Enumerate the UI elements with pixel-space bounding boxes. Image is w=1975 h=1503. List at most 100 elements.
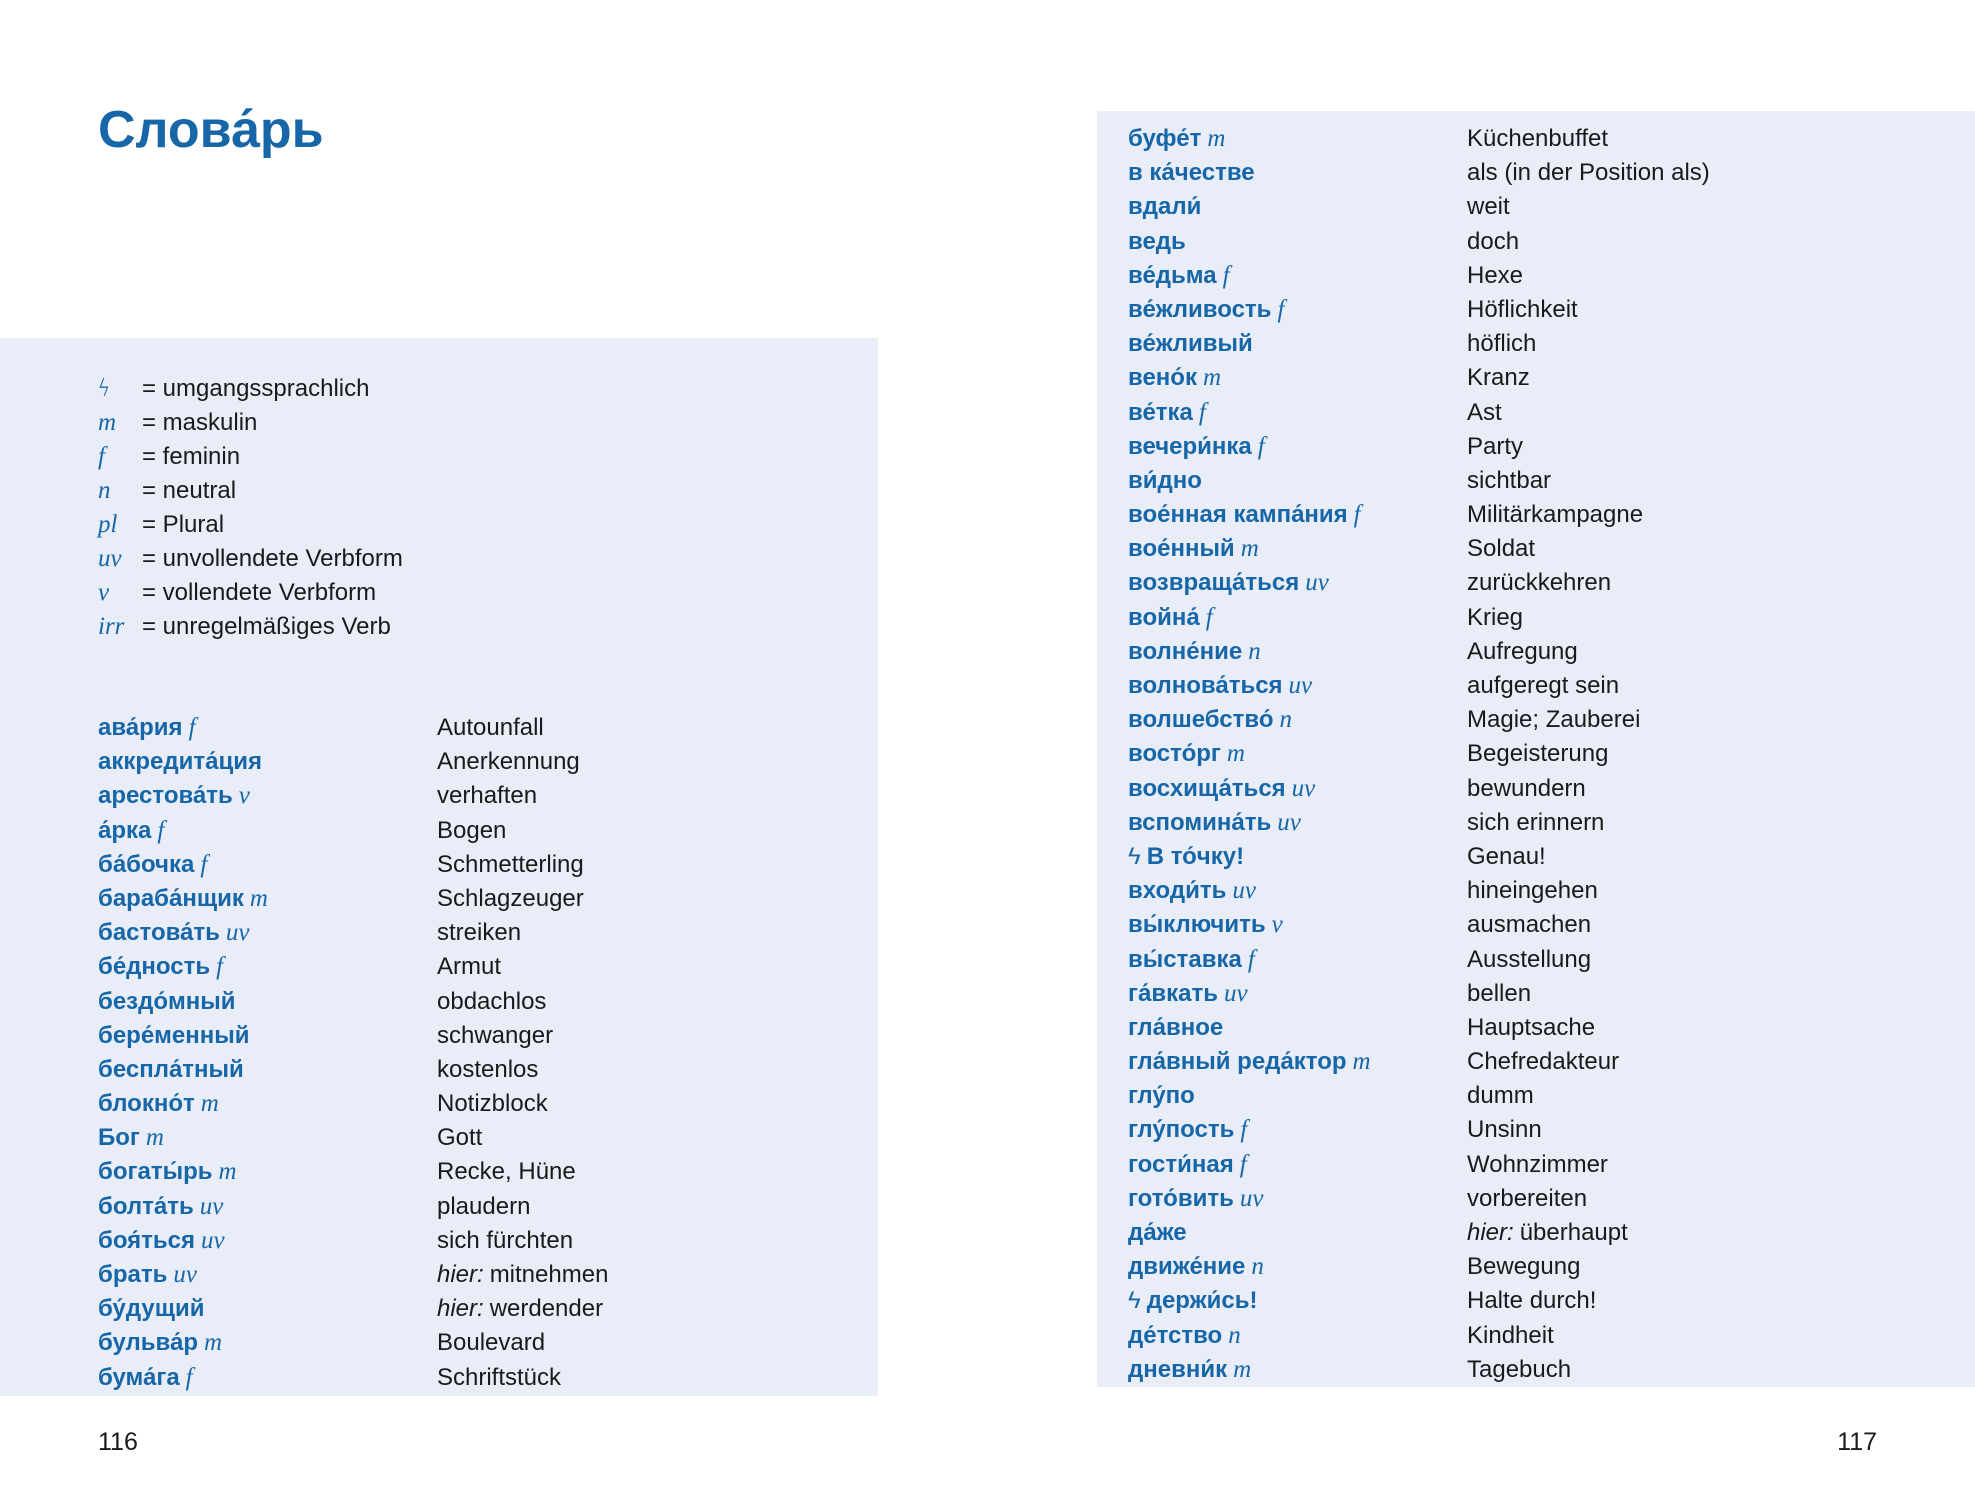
russian-term: волшебство́ n	[1128, 703, 1467, 737]
german-translation: dumm	[1467, 1079, 1534, 1113]
german-translation: Ausstellung	[1467, 943, 1591, 977]
german-translation: Party	[1467, 430, 1523, 464]
grammar-tag: f	[1247, 945, 1255, 973]
russian-term: бульва́р m	[98, 1326, 437, 1360]
german-translation: Schlagzeuger	[437, 882, 584, 916]
translation-text: vorbereiten	[1467, 1184, 1588, 1212]
german-translation: Küchenbuffet	[1467, 122, 1608, 156]
translation-hint: hier:	[437, 1261, 484, 1288]
russian-word: боя́ться	[98, 1226, 196, 1254]
russian-term: вдали́	[1128, 190, 1467, 224]
page-title: Слова́рь	[98, 101, 324, 159]
translation-text: sichtbar	[1467, 466, 1552, 494]
grammar-tag: uv	[1288, 672, 1313, 699]
german-translation: Armut	[437, 950, 501, 984]
vocabulary-entry: вспомина́ть uv sich erinnern	[1128, 806, 1710, 840]
russian-word: волне́ние	[1128, 637, 1243, 665]
german-translation: sich erinnern	[1467, 806, 1604, 840]
russian-word: вы́ключить	[1128, 911, 1266, 939]
vocabulary-entry: гото́вить uv vorbereiten	[1128, 1182, 1710, 1216]
legend-abbreviation: n	[98, 477, 111, 504]
translation-text: Genau!	[1467, 842, 1546, 870]
russian-term: дневни́к m	[1128, 1353, 1467, 1387]
translation-text: Soldat	[1467, 535, 1536, 563]
german-translation: Gott	[437, 1121, 482, 1155]
russian-word: бума́га	[98, 1363, 180, 1391]
vocabulary-entry: бульва́р m Boulevard	[98, 1326, 608, 1360]
russian-term: ве́жливый	[1128, 327, 1467, 361]
german-translation: Magie; Zauberei	[1467, 703, 1640, 737]
german-translation: Recke, Hüne	[437, 1155, 576, 1189]
german-translation: ausmachen	[1467, 908, 1591, 942]
vocabulary-entry: Бог m Gott	[98, 1121, 608, 1155]
russian-word: ведь	[1128, 227, 1186, 255]
russian-word: гла́вное	[1128, 1013, 1224, 1041]
russian-term: аккредита́ция	[98, 745, 437, 779]
german-translation: bellen	[1467, 977, 1531, 1011]
grammar-tag: m	[1240, 535, 1259, 563]
grammar-tag: n	[1279, 706, 1293, 734]
vocabulary-entry: вечери́нка f Party	[1128, 430, 1710, 464]
legend-description: = umgangssprachlich	[142, 375, 370, 402]
russian-term: глу́пость f	[1128, 1113, 1467, 1147]
russian-term: бастова́ть uv	[98, 916, 437, 950]
russian-word: восхища́ться	[1128, 774, 1286, 802]
vocabulary-entry: боя́ться uv sich fürchten	[98, 1224, 608, 1258]
russian-word: бу́дущий	[98, 1295, 205, 1323]
translation-text: Halte durch!	[1467, 1287, 1597, 1315]
grammar-tag: uv	[1305, 569, 1329, 597]
russian-word: война́	[1128, 603, 1200, 631]
russian-word: брать	[98, 1261, 168, 1288]
german-translation: doch	[1467, 225, 1519, 259]
lightning-icon: ϟ	[1128, 1287, 1141, 1315]
grammar-tag: m	[200, 1090, 219, 1118]
german-translation: Aufregung	[1467, 635, 1578, 669]
russian-term: Бог m	[98, 1121, 437, 1155]
legend-abbreviation: uv	[98, 545, 122, 572]
russian-word: ве́дьма	[1128, 261, 1217, 289]
german-translation: Kindheit	[1467, 1319, 1554, 1353]
legend-description: = feminin	[142, 443, 241, 470]
german-translation: bewundern	[1467, 772, 1586, 806]
grammar-tag: f	[200, 850, 208, 878]
translation-text: plaudern	[437, 1192, 531, 1220]
russian-term: ба́бочка f	[98, 848, 437, 882]
grammar-tag: uv	[1223, 979, 1248, 1007]
translation-text: Kranz	[1467, 364, 1530, 392]
vocabulary-entry: ви́дно sichtbar	[1128, 464, 1710, 498]
translation-text: Boulevard	[437, 1329, 546, 1357]
russian-word: волнова́ться	[1128, 672, 1283, 699]
german-translation: vorbereiten	[1467, 1182, 1587, 1216]
grammar-tag: uv	[201, 1226, 225, 1254]
russian-term: беспла́тный	[98, 1053, 437, 1087]
legend-row: ϟ = umgangssprachlich	[98, 372, 403, 406]
german-translation: Schmetterling	[437, 848, 584, 882]
grammar-tag: f	[1257, 432, 1265, 460]
vocabulary-entry: ба́бочка f Schmetterling	[98, 848, 608, 882]
german-translation: Soldat	[1467, 532, 1535, 566]
german-translation: Bewegung	[1467, 1250, 1580, 1284]
russian-word: блокно́т	[98, 1090, 195, 1118]
russian-word: движе́ние	[1128, 1253, 1246, 1281]
legend-row: v = vollendete Verbform	[98, 576, 403, 610]
russian-word: ве́жливый	[1128, 330, 1253, 358]
grammar-tag: uv	[1232, 877, 1256, 905]
grammar-tag: f	[1353, 501, 1361, 529]
russian-term: гото́вить uv	[1128, 1182, 1467, 1216]
russian-word: возвраща́ться	[1128, 569, 1300, 597]
abbreviation-legend: ϟ = umgangssprachlich m = maskulin f = femini…	[98, 372, 403, 644]
russian-term: бума́га f	[98, 1361, 437, 1395]
grammar-tag: m	[203, 1329, 223, 1357]
vocabulary-entry: волне́ние n Aufregung	[1128, 635, 1710, 669]
russian-word: ба́бочка	[98, 850, 195, 878]
german-translation: obdachlos	[437, 985, 546, 1019]
translation-text: Chefredakteur	[1467, 1048, 1620, 1076]
german-translation: hier: werdender	[437, 1292, 603, 1326]
vocabulary-entry: вдали́ weit	[1128, 190, 1710, 224]
vocabulary-entry: брать uv hier: mitnehmen	[98, 1258, 608, 1292]
russian-word: бе́дность	[98, 953, 211, 981]
translation-text: Schlagzeuger	[437, 884, 584, 912]
german-translation: Chefredakteur	[1467, 1045, 1619, 1079]
legend-description: = vollendete Verbform	[142, 579, 377, 606]
